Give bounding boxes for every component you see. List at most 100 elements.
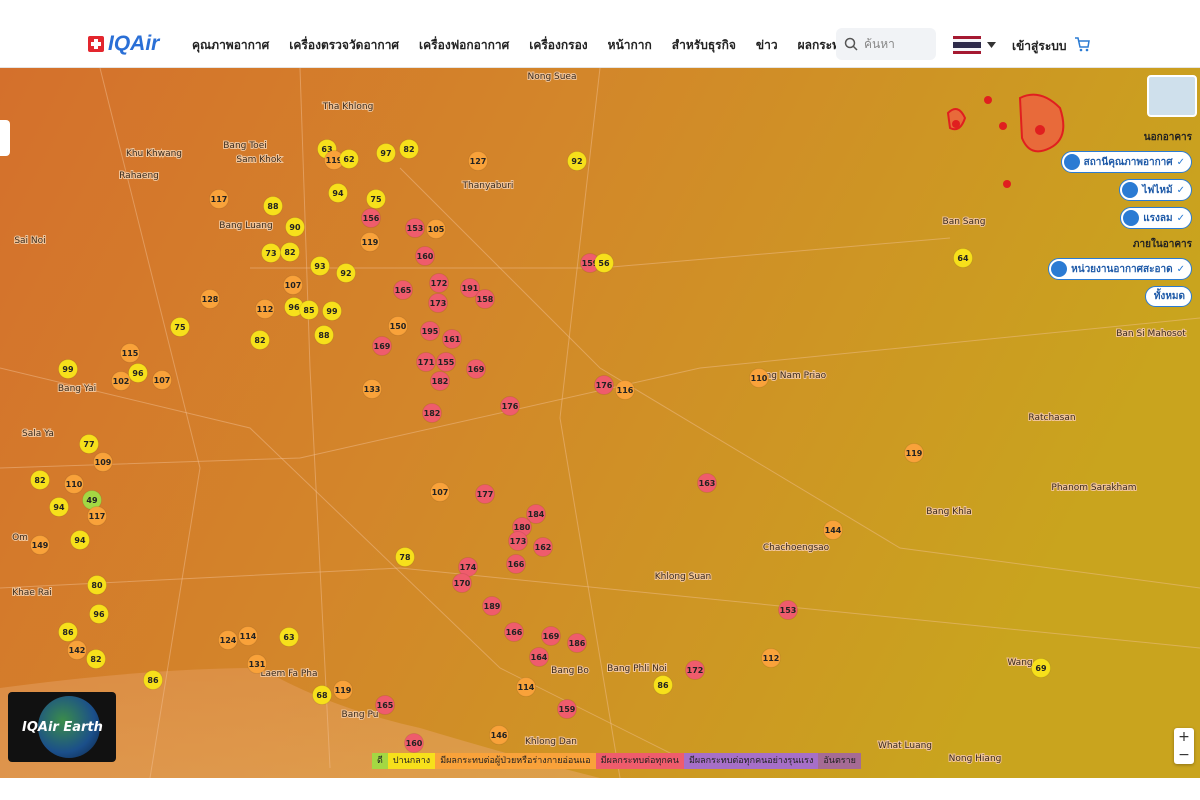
station-marker[interactable] bbox=[393, 280, 413, 300]
station[interactable]: 155 bbox=[436, 352, 456, 372]
station-value[interactable]: 94 bbox=[53, 503, 65, 512]
station-value[interactable]: 88 bbox=[318, 331, 330, 340]
station-marker[interactable] bbox=[475, 484, 495, 504]
station-value[interactable]: 88 bbox=[267, 202, 279, 211]
station-value[interactable]: 164 bbox=[531, 653, 548, 662]
station-value[interactable]: 160 bbox=[406, 739, 423, 748]
station-value[interactable]: 92 bbox=[571, 157, 582, 166]
station-value[interactable]: 96 bbox=[132, 369, 144, 378]
station-value[interactable]: 75 bbox=[174, 323, 186, 332]
station-marker[interactable] bbox=[87, 506, 107, 526]
dropdown-arrow[interactable] bbox=[987, 42, 996, 48]
station-value[interactable]: 170 bbox=[454, 579, 471, 588]
station-marker[interactable] bbox=[420, 321, 440, 341]
station-value[interactable]: 80 bbox=[91, 581, 103, 590]
station-value[interactable]: 82 bbox=[403, 145, 414, 154]
station-value[interactable]: 56 bbox=[598, 259, 610, 268]
station[interactable]: 182 bbox=[422, 403, 442, 423]
station[interactable]: 86 bbox=[143, 670, 163, 690]
station-marker[interactable] bbox=[429, 273, 449, 293]
station[interactable]: 169 bbox=[541, 626, 561, 646]
station[interactable]: 102 bbox=[111, 371, 131, 391]
station[interactable]: 158 bbox=[475, 289, 495, 309]
station-value[interactable]: 110 bbox=[751, 374, 768, 383]
station[interactable]: 112 bbox=[255, 299, 275, 319]
station-marker[interactable] bbox=[516, 677, 536, 697]
station[interactable]: 107 bbox=[283, 275, 303, 295]
station-value[interactable]: 166 bbox=[506, 628, 523, 637]
station-value[interactable]: 105 bbox=[428, 225, 445, 234]
station-value[interactable]: 82 bbox=[254, 336, 265, 345]
station[interactable]: 164 bbox=[529, 647, 549, 667]
station-value[interactable]: 85 bbox=[303, 306, 315, 315]
station-marker[interactable] bbox=[749, 368, 769, 388]
station-marker[interactable] bbox=[250, 330, 270, 350]
station-marker[interactable] bbox=[460, 278, 480, 298]
station[interactable]: 96 bbox=[284, 297, 304, 317]
station[interactable]: 166 bbox=[506, 554, 526, 574]
station-marker[interactable] bbox=[70, 530, 90, 550]
nav-item[interactable]: หน้ากาก bbox=[607, 38, 652, 52]
station[interactable]: 165 bbox=[393, 280, 413, 300]
station[interactable]: 163 bbox=[697, 473, 717, 493]
station[interactable]: 186 bbox=[567, 633, 587, 653]
station-value[interactable]: 96 bbox=[288, 303, 300, 312]
station-value[interactable]: 149 bbox=[32, 541, 49, 550]
station-marker[interactable] bbox=[500, 396, 520, 416]
zoom-out[interactable]: − bbox=[1178, 747, 1190, 763]
station-value[interactable]: 166 bbox=[508, 560, 525, 569]
nav-item[interactable]: เครื่องฟอกอากาศ bbox=[419, 38, 510, 52]
station-marker[interactable] bbox=[482, 596, 502, 616]
station[interactable]: 119 bbox=[333, 680, 353, 700]
station-value[interactable]: 112 bbox=[763, 654, 780, 663]
station-value[interactable]: 69 bbox=[1035, 664, 1047, 673]
station-marker[interactable] bbox=[426, 219, 446, 239]
map[interactable]: Nong Suea Tha Khlong Khu Khwang Bang Toei Sa… bbox=[0, 68, 1200, 778]
station-value[interactable]: 107 bbox=[154, 376, 171, 385]
station[interactable]: 107 bbox=[430, 482, 450, 502]
station-marker[interactable] bbox=[430, 371, 450, 391]
station-value[interactable]: 64 bbox=[957, 254, 969, 263]
station-marker[interactable] bbox=[823, 520, 843, 540]
station[interactable]: 96 bbox=[128, 363, 148, 383]
station-marker[interactable] bbox=[170, 317, 190, 337]
station-marker[interactable] bbox=[506, 554, 526, 574]
station-marker[interactable] bbox=[416, 352, 436, 372]
station-marker[interactable] bbox=[594, 375, 614, 395]
login[interactable]: เข้าสู่ระบบ bbox=[1012, 39, 1067, 53]
station-value[interactable]: 75 bbox=[370, 195, 382, 204]
station-value[interactable]: 119 bbox=[362, 238, 379, 247]
station-marker[interactable] bbox=[238, 626, 258, 646]
nav-item[interactable]: คุณภาพอากาศ bbox=[192, 38, 270, 52]
station[interactable]: 99 bbox=[58, 359, 78, 379]
station[interactable]: 117 bbox=[209, 189, 229, 209]
sidebar-toggle[interactable] bbox=[0, 120, 10, 156]
station-value[interactable]: 158 bbox=[477, 295, 494, 304]
station-marker[interactable] bbox=[310, 256, 330, 276]
layer-label[interactable]: สถานีคุณภาพอากาศ bbox=[1083, 156, 1173, 168]
station-value[interactable]: 142 bbox=[69, 646, 86, 655]
station[interactable]: 80 bbox=[87, 575, 107, 595]
station[interactable]: 160 bbox=[415, 246, 435, 266]
station[interactable]: 119 bbox=[360, 232, 380, 252]
station-value[interactable]: 99 bbox=[62, 365, 74, 374]
station-marker[interactable] bbox=[533, 537, 553, 557]
flag[interactable] bbox=[953, 36, 981, 54]
station[interactable]: 93 bbox=[310, 256, 330, 276]
station-value[interactable]: 165 bbox=[377, 701, 394, 710]
station-value[interactable]: 156 bbox=[363, 214, 380, 223]
station[interactable]: 119 bbox=[904, 443, 924, 463]
station-value[interactable]: 119 bbox=[335, 686, 352, 695]
station[interactable]: 110 bbox=[64, 474, 84, 494]
station[interactable]: 88 bbox=[314, 325, 334, 345]
station-marker[interactable] bbox=[280, 242, 300, 262]
station-marker[interactable] bbox=[468, 151, 488, 171]
station[interactable]: 94 bbox=[49, 497, 69, 517]
station[interactable]: 171 bbox=[416, 352, 436, 372]
station-marker[interactable] bbox=[58, 359, 78, 379]
nav-item[interactable]: เครื่องกรอง bbox=[529, 38, 588, 52]
logo[interactable]: IQAir bbox=[88, 32, 159, 56]
layer-label[interactable]: แรงลม bbox=[1143, 212, 1173, 224]
station-value[interactable]: 94 bbox=[74, 536, 86, 545]
station-value[interactable]: 107 bbox=[285, 281, 302, 290]
